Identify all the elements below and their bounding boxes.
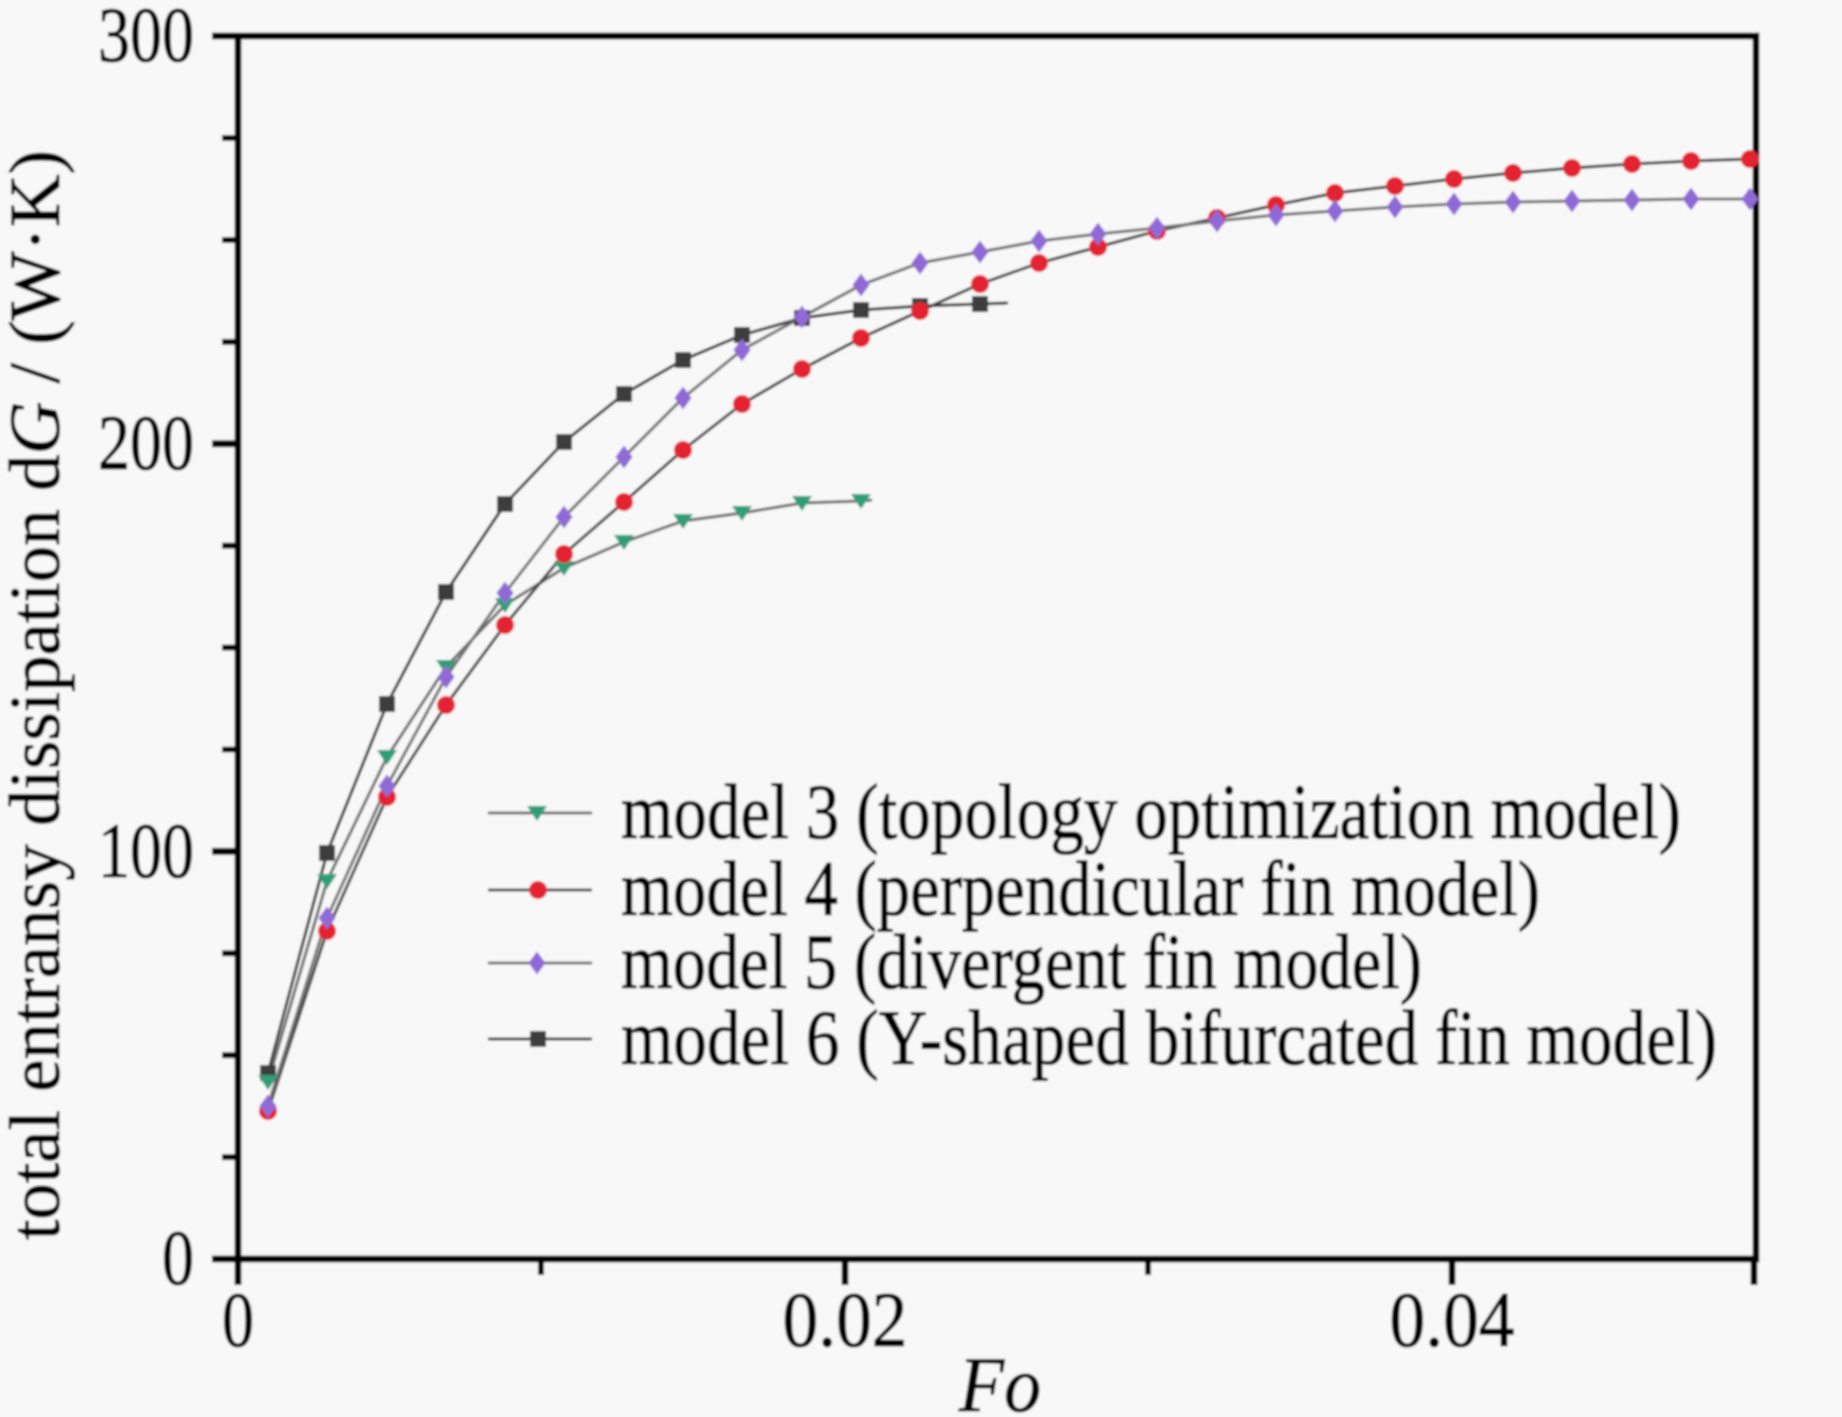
svg-text:0.04: 0.04	[1390, 1276, 1515, 1363]
svg-text:300: 300	[98, 0, 194, 78]
svg-text:model 6 (Y-shaped bifurcated f: model 6 (Y-shaped bifurcated fin model)	[621, 994, 1717, 1081]
svg-text:model 4 (perpendicular fin mod: model 4 (perpendicular fin model)	[621, 845, 1540, 932]
svg-text:100: 100	[98, 807, 194, 894]
svg-text:0: 0	[222, 1276, 254, 1363]
svg-text:model 3 (topology optimization: model 3 (topology optimization model)	[621, 768, 1681, 855]
svg-text:0: 0	[162, 1214, 194, 1301]
svg-text:0.02: 0.02	[783, 1276, 908, 1363]
svg-text:Fo: Fo	[958, 1341, 1041, 1417]
svg-text:model 5 (divergent fin model): model 5 (divergent fin model)	[621, 918, 1422, 1005]
svg-text:total entransy dissipation dG: total entransy dissipation dG / (W·K)	[0, 150, 75, 1240]
svg-text:200: 200	[98, 399, 194, 486]
